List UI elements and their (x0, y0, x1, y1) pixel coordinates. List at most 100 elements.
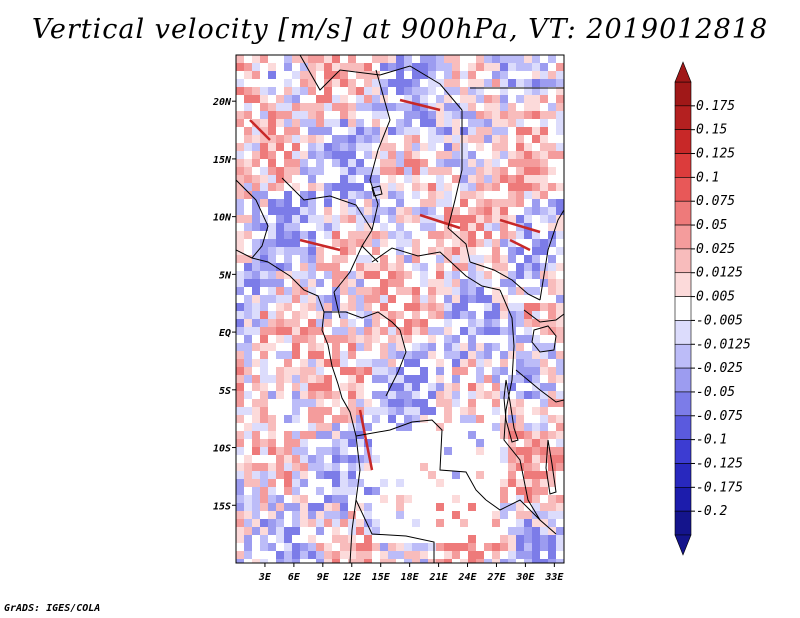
field-cell (492, 247, 500, 255)
field-cell (380, 63, 388, 71)
field-cell (276, 287, 284, 295)
field-cell (252, 239, 260, 247)
field-cell (292, 95, 300, 103)
field-cell (508, 247, 516, 255)
field-cell (492, 71, 500, 79)
field-cell (292, 503, 300, 511)
field-cell (476, 391, 484, 399)
field-cell (500, 479, 508, 487)
field-cell (476, 279, 484, 287)
field-cell (260, 143, 268, 151)
x-tick-label: 6E (288, 572, 301, 583)
field-cell (268, 519, 276, 527)
field-cell (356, 183, 364, 191)
field-cell (252, 439, 260, 447)
field-cell (404, 119, 412, 127)
field-cell (276, 167, 284, 175)
field-cell (260, 327, 268, 335)
field-cell (236, 343, 244, 351)
field-cell (244, 231, 252, 239)
field-cell (436, 255, 444, 263)
field-cell (308, 135, 316, 143)
field-cell (372, 295, 380, 303)
field-cell (364, 263, 372, 271)
field-cell (284, 287, 292, 295)
field-cell (260, 519, 268, 527)
field-cell (468, 207, 476, 215)
field-cell (316, 279, 324, 287)
field-cell (388, 55, 396, 63)
field-cell (372, 391, 380, 399)
field-cell (236, 367, 244, 375)
field-cell (412, 95, 420, 103)
colorbar-segment (674, 272, 692, 297)
field-cell (556, 351, 564, 359)
field-cell (444, 383, 452, 391)
field-cell (532, 455, 540, 463)
field-cell (444, 63, 452, 71)
field-cell (468, 407, 476, 415)
field-cell (372, 375, 380, 383)
field-cell (524, 423, 532, 431)
border-angola (355, 499, 435, 563)
field-cell (244, 551, 252, 559)
field-cell (316, 359, 324, 367)
field-cell (396, 287, 404, 295)
field-cell (404, 103, 412, 111)
field-cell (492, 399, 500, 407)
field-cell (244, 495, 252, 503)
field-cell (460, 175, 468, 183)
field-cell (396, 239, 404, 247)
field-cell (484, 127, 492, 135)
field-cell (476, 87, 484, 95)
field-cell (492, 183, 500, 191)
field-cell (364, 103, 372, 111)
field-cell (348, 191, 356, 199)
field-cell (236, 303, 244, 311)
field-cell (388, 399, 396, 407)
field-cell (316, 151, 324, 159)
field-cell (436, 247, 444, 255)
field-cell (268, 287, 276, 295)
field-cell (332, 471, 340, 479)
field-cell (244, 87, 252, 95)
field-cell (500, 151, 508, 159)
field-cell (348, 535, 356, 543)
field-cell (276, 247, 284, 255)
field-cell (436, 287, 444, 295)
field-cell (396, 423, 404, 431)
field-cell (468, 223, 476, 231)
field-cell (420, 87, 428, 95)
field-cell (340, 111, 348, 119)
field-cell (524, 431, 532, 439)
field-cell (340, 247, 348, 255)
field-cell (484, 271, 492, 279)
field-cell (268, 119, 276, 127)
field-cell (492, 327, 500, 335)
field-cell (412, 71, 420, 79)
field-cell (500, 279, 508, 287)
field-cell (476, 287, 484, 295)
field-streak (299, 238, 341, 252)
field-cell (492, 215, 500, 223)
field-cell (380, 279, 388, 287)
field-cell (332, 159, 340, 167)
field-cell (292, 55, 300, 63)
field-cell (444, 399, 452, 407)
field-cell (332, 231, 340, 239)
field-cell (236, 143, 244, 151)
field-cell (332, 327, 340, 335)
field-cell (268, 151, 276, 159)
field-cell (500, 255, 508, 263)
field-cell (268, 239, 276, 247)
field-cell (532, 527, 540, 535)
field-cell (396, 199, 404, 207)
field-cell (268, 295, 276, 303)
field-cell (524, 367, 532, 375)
field-cell (380, 327, 388, 335)
field-cell (348, 455, 356, 463)
field-cell (468, 327, 476, 335)
field-cell (532, 367, 540, 375)
field-cell (252, 159, 260, 167)
field-cell (292, 367, 300, 375)
